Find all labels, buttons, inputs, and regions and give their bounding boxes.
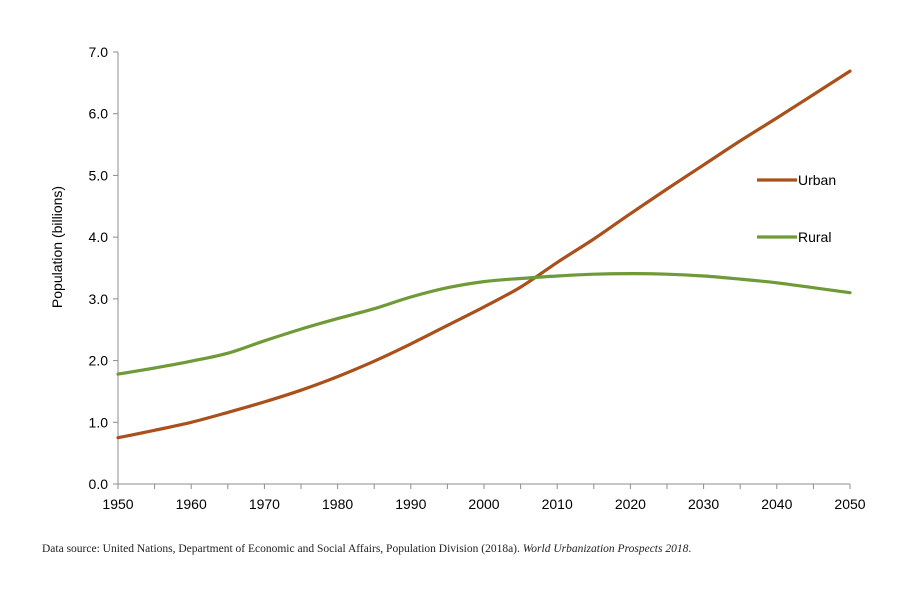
legend-label-urban: Urban — [798, 172, 836, 188]
series-lines — [116, 69, 852, 440]
x-tick-label: 1990 — [395, 496, 426, 512]
y-tick-label: 1.0 — [89, 414, 109, 430]
population-line-chart: 0.0 1.0 2.0 3.0 4.0 5.0 6.0 7.0 1950 1960 1970 1980… — [49, 44, 866, 512]
y-tick-label: 3.0 — [89, 291, 109, 307]
x-tick-label: 1960 — [176, 496, 207, 512]
x-tick-label: 2040 — [761, 496, 792, 512]
axes: 0.0 1.0 2.0 3.0 4.0 5.0 6.0 7.0 1950 1960 1970 1980… — [89, 44, 866, 512]
series-line-urban — [116, 69, 852, 440]
x-tick-label: 2030 — [688, 496, 719, 512]
y-tick-label: 4.0 — [89, 229, 109, 245]
y-tick-label: 2.0 — [89, 353, 109, 369]
series-line-rural — [116, 272, 852, 376]
y-tick-label: 5.0 — [89, 167, 109, 183]
legend: Urban Rural — [757, 172, 836, 245]
y-axis-title: Population (billions) — [49, 186, 65, 308]
y-tick-label: 6.0 — [89, 106, 109, 122]
source-suffix: . — [688, 543, 692, 555]
x-tick-label: 2020 — [615, 496, 646, 512]
data-source-note: Data source: United Nations, Department … — [42, 543, 882, 555]
x-tick-label: 1950 — [102, 496, 133, 512]
y-tick-label: 0.0 — [89, 476, 109, 492]
x-tick-label: 1980 — [322, 496, 353, 512]
x-tick-label: 2000 — [468, 496, 499, 512]
x-tick-label: 2010 — [542, 496, 573, 512]
y-tick-label: 7.0 — [89, 44, 109, 60]
x-tick-label: 1970 — [249, 496, 280, 512]
source-prefix: Data source: United Nations, Department … — [42, 543, 523, 555]
legend-label-rural: Rural — [798, 229, 831, 245]
source-publication: World Urbanization Prospects 2018 — [522, 543, 689, 555]
x-tick-label: 2050 — [834, 496, 865, 512]
